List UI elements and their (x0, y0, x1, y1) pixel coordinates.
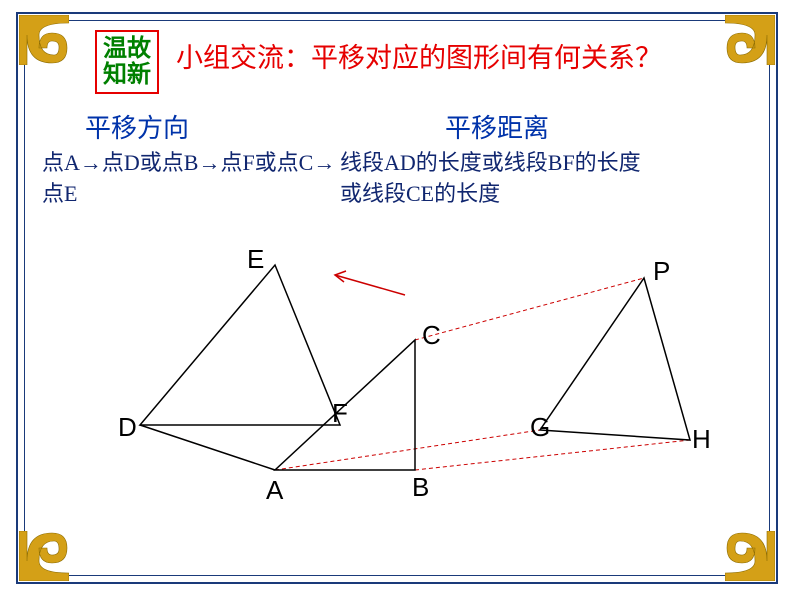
badge-line2: 知新 (103, 62, 151, 88)
slide-title: 小组交流：平移对应的图形间有何关系？ (176, 36, 662, 75)
right-body-text: 线段AD的长度或线段BF的长度或线段CE的长度 (340, 148, 660, 210)
triangle-dfe (140, 265, 340, 425)
label-b: B (412, 472, 429, 503)
label-c: C (422, 320, 441, 351)
label-a: A (266, 475, 283, 506)
corner-ornament-tr (725, 15, 775, 65)
triangle-ghp (540, 278, 690, 440)
label-g: G (530, 412, 550, 443)
right-subheader: 平移距离 (445, 108, 549, 145)
left-subheader: 平移方向 (85, 108, 189, 145)
left-body-text: 点A→点D或点B→点F或点C→点E (42, 148, 342, 210)
label-d: D (118, 412, 137, 443)
corner-ornament-tl (19, 15, 69, 65)
label-f: F (332, 398, 348, 429)
geometry-diagram: A B C D E F G H P (30, 240, 764, 570)
label-p: P (653, 256, 670, 287)
edge-da (140, 425, 275, 470)
badge-line1: 温故 (103, 36, 151, 62)
label-h: H (692, 424, 711, 455)
label-e: E (247, 244, 264, 275)
review-badge: 温故 知新 (95, 30, 159, 94)
arrow-line (335, 271, 405, 295)
